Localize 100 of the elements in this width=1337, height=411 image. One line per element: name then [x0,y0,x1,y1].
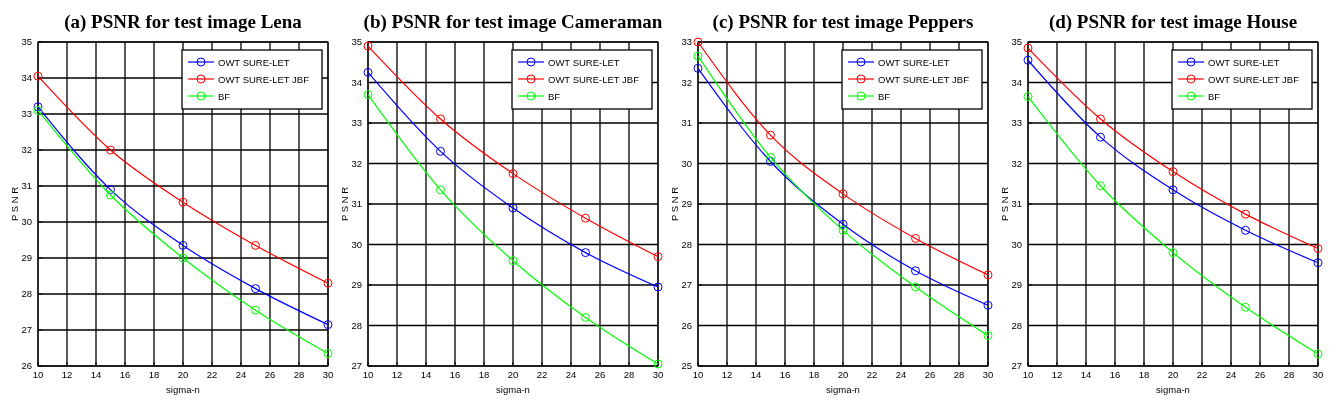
point [178,253,188,263]
point [911,282,920,292]
x-tick-label: 28 [293,369,305,380]
point [178,240,188,250]
x-tick-label: 26 [594,369,606,380]
point [106,185,115,195]
point [653,252,663,262]
x-tick-label: 30 [982,369,994,380]
y-tick-label: 33 [351,117,362,128]
x-tick-label: 26 [924,369,936,380]
x-tick-label: 10 [362,369,374,380]
point [106,190,115,200]
point [436,185,445,195]
x-tick-label: 18 [478,369,490,380]
y-tick-label: 28 [351,319,362,331]
point [581,312,590,322]
chart-title: (d) PSNR for test image House [1048,11,1298,33]
y-tick-label: 27 [21,324,32,335]
legend-label: BF [1208,90,1221,102]
x-axis-title: sigma-n [496,384,530,395]
point [693,37,703,47]
point [693,51,703,61]
x-tick-label: 24 [1225,369,1237,380]
point [911,233,920,243]
point [1023,92,1033,102]
y-tick-label: 32 [1011,157,1022,169]
legend-label: OWT SURE-LET JBF [548,73,640,85]
legend-label: OWT SURE-LET [218,56,290,68]
y-tick-label: 27 [681,279,692,290]
point [508,169,518,179]
y-tick-label: 28 [1011,319,1022,331]
point [983,270,993,280]
y-tick-label: 35 [21,36,32,47]
y-tick-label: 34 [1011,76,1022,88]
y-tick-label: 29 [21,252,32,263]
x-tick-label: 28 [953,369,965,380]
point [1241,302,1250,312]
point [1023,55,1033,65]
point [983,331,993,341]
x-tick-label: 16 [1109,369,1121,380]
y-tick-label: 28 [681,238,692,250]
point [363,90,373,100]
y-tick-label: 33 [21,108,32,119]
y-axis-title: P S N R [669,186,680,222]
x-tick-label: 20 [837,369,849,380]
y-tick-label: 35 [1011,36,1022,47]
point [911,266,920,276]
x-tick-label: 28 [1283,369,1295,380]
x-tick-label: 28 [623,369,635,380]
y-tick-label: 34 [351,76,362,88]
x-tick-label: 10 [692,369,704,380]
point [251,284,260,294]
x-tick-label: 24 [235,369,247,380]
point [323,320,333,330]
y-tick-label: 26 [681,319,692,331]
point [1313,244,1323,254]
point [508,203,518,213]
x-tick-label: 10 [32,369,44,380]
y-tick-label: 33 [681,36,692,47]
x-tick-label: 22 [536,369,548,380]
point [323,278,333,288]
y-tick-label: 30 [351,238,362,250]
y-tick-label: 30 [1011,238,1022,250]
point [766,152,775,162]
point [363,41,373,51]
x-tick-label: 20 [1167,369,1179,380]
point [766,156,775,166]
x-tick-label: 30 [322,369,334,380]
point [1023,43,1033,53]
y-tick-label: 30 [21,216,32,227]
y-tick-label: 35 [351,36,362,47]
legend-label: BF [218,90,231,102]
chart-title: (a) PSNR for test image Lena [64,11,303,33]
legend-label: BF [878,90,891,102]
y-tick-label: 30 [681,157,692,169]
point [436,146,445,156]
x-tick-label: 24 [895,369,907,380]
y-tick-label: 29 [681,198,692,209]
y-tick-label: 32 [21,144,32,155]
point [508,256,518,266]
point [653,359,663,369]
point [581,248,590,258]
y-axis-title: P S N R [9,186,20,222]
y-tick-label: 27 [351,360,362,371]
x-axis-title: sigma-n [166,384,200,395]
x-tick-label: 20 [177,369,189,380]
point [1168,248,1178,258]
legend-label: OWT SURE-LET [548,56,620,68]
x-tick-label: 18 [1138,369,1150,380]
y-tick-label: 31 [21,180,32,191]
x-tick-label: 16 [779,369,791,380]
x-tick-label: 30 [652,369,664,380]
x-tick-label: 14 [1080,369,1092,380]
point [983,300,993,310]
point [653,282,663,292]
x-tick-label: 12 [61,369,73,380]
point [323,348,333,358]
x-tick-label: 22 [866,369,878,380]
point [1168,185,1178,195]
y-tick-label: 29 [1011,279,1022,290]
